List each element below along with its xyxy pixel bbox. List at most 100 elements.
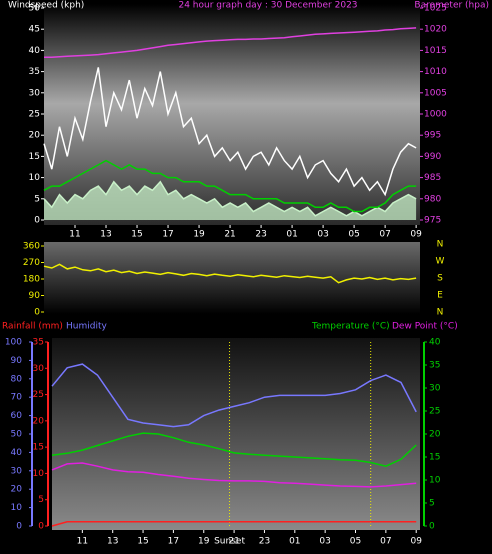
y-tick-label: 5 xyxy=(38,495,44,505)
x-tick-label: 21 xyxy=(228,537,239,547)
x-tick-label: 09 xyxy=(410,537,422,547)
chart-title: 24 hour graph day : 30 December 2023 xyxy=(178,1,357,11)
y2-tick-label: 1025 xyxy=(424,4,447,14)
y-tick-label: 30 xyxy=(29,88,41,98)
x-tick-label: 01 xyxy=(289,537,300,547)
y-tick-label: 0 xyxy=(34,308,40,318)
y2-tick-label: 1020 xyxy=(424,25,447,35)
legend-entry: Humidity xyxy=(66,322,107,332)
x-tick-label: 03 xyxy=(317,230,328,240)
y-tick-label: 0 xyxy=(34,216,40,226)
x-tick-label: 07 xyxy=(380,537,391,547)
y3-tick-label: 100 xyxy=(5,338,22,348)
series-area xyxy=(44,181,417,220)
series-line xyxy=(43,263,417,284)
series-line xyxy=(44,27,417,58)
y-tick-label: 25 xyxy=(29,110,40,120)
y2-tick-label: 1005 xyxy=(424,88,447,98)
y-tick-label: 90 xyxy=(29,291,41,301)
x-tick-label: 13 xyxy=(107,537,118,547)
direction-label: E xyxy=(437,291,443,301)
y2-tick-label: 5 xyxy=(429,499,435,509)
y-tick-label: 35 xyxy=(33,338,44,348)
y2-tick-label: 995 xyxy=(424,131,441,141)
y2-tick-label: 10 xyxy=(429,476,441,486)
y-tick-label: 15 xyxy=(33,443,44,453)
y2-tick-label: 990 xyxy=(424,152,441,162)
y2-tick-label: 980 xyxy=(424,194,441,204)
x-tick-label: 09 xyxy=(410,230,422,240)
x-tick-label: 15 xyxy=(131,230,142,240)
x-tick-label: 23 xyxy=(259,537,270,547)
x-tick-label: 19 xyxy=(198,537,210,547)
x-tick-label: 01 xyxy=(286,230,297,240)
x-tick-label: 05 xyxy=(348,230,359,240)
series-line xyxy=(43,159,417,213)
y3-tick-label: 0 xyxy=(16,522,22,532)
x-tick-label: 17 xyxy=(162,230,173,240)
plot-background xyxy=(52,338,420,530)
y-tick-label: 20 xyxy=(29,131,41,141)
x-tick-label: 13 xyxy=(100,230,111,240)
y-tick-label: 25 xyxy=(33,390,44,400)
y-tick-label: 30 xyxy=(33,364,45,374)
y3-tick-label: 70 xyxy=(11,393,23,403)
y-tick-label: 5 xyxy=(34,194,40,204)
y-tick-label: 360 xyxy=(23,242,40,252)
y2-tick-label: 1000 xyxy=(424,110,447,120)
x-tick-label: 03 xyxy=(319,537,330,547)
y3-tick-label: 10 xyxy=(11,503,23,513)
legend-entry: Rainfall (mm) xyxy=(2,322,63,332)
y-axis-label: Windspeed (kph) xyxy=(8,1,84,11)
y2-axis-label: Barometer (hpa) xyxy=(414,1,489,11)
x-tick-label: 07 xyxy=(379,230,390,240)
series-line xyxy=(43,67,417,197)
direction-label: W xyxy=(436,257,445,267)
y-tick-label: 270 xyxy=(23,258,40,268)
legend-entry: Temperature (°C) xyxy=(311,322,390,332)
plot-background xyxy=(44,4,420,225)
x-tick-label: 21 xyxy=(224,230,235,240)
series-line xyxy=(51,432,417,467)
direction-label: S xyxy=(437,274,443,284)
x-tick-label: 11 xyxy=(77,537,88,547)
y-tick-label: 35 xyxy=(29,67,40,77)
x-tick-label: 23 xyxy=(255,230,266,240)
x-tick-label: 15 xyxy=(137,537,148,547)
series-line xyxy=(51,521,417,527)
x-tick-label: 05 xyxy=(350,537,361,547)
y2-tick-label: 25 xyxy=(429,407,440,417)
y-tick-label: 50 xyxy=(29,4,41,14)
y3-tick-label: 20 xyxy=(11,485,23,495)
y-tick-label: 0 xyxy=(38,522,44,532)
x-tick-label: 17 xyxy=(168,537,179,547)
y-tick-label: 180 xyxy=(23,275,40,285)
series-line xyxy=(51,462,417,488)
y-tick-label: 10 xyxy=(29,173,41,183)
y3-tick-label: 90 xyxy=(11,356,23,366)
x-tick-label: 19 xyxy=(193,230,205,240)
y2-tick-label: 30 xyxy=(429,384,441,394)
y-tick-label: 20 xyxy=(33,416,45,426)
y2-tick-label: 40 xyxy=(429,338,441,348)
y2-tick-label: 0 xyxy=(429,522,435,532)
y3-tick-label: 80 xyxy=(11,374,23,384)
y-tick-label: 10 xyxy=(33,469,45,479)
y3-tick-label: 40 xyxy=(11,448,23,458)
event-label: Sunset xyxy=(214,537,245,547)
y2-tick-label: 15 xyxy=(429,453,440,463)
x-tick-label: 11 xyxy=(69,230,80,240)
y2-tick-label: 985 xyxy=(424,173,441,183)
legend-entry: Dew Point (°C) xyxy=(392,322,458,332)
y-tick-label: 40 xyxy=(29,46,41,56)
direction-label: N xyxy=(437,308,444,318)
y3-tick-label: 50 xyxy=(11,430,23,440)
y-tick-label: 45 xyxy=(29,25,40,35)
y2-tick-label: 975 xyxy=(424,216,441,226)
y2-tick-label: 1015 xyxy=(424,46,447,56)
y-tick-label: 15 xyxy=(29,152,40,162)
y2-tick-label: 20 xyxy=(429,430,441,440)
y3-tick-label: 60 xyxy=(11,411,23,421)
